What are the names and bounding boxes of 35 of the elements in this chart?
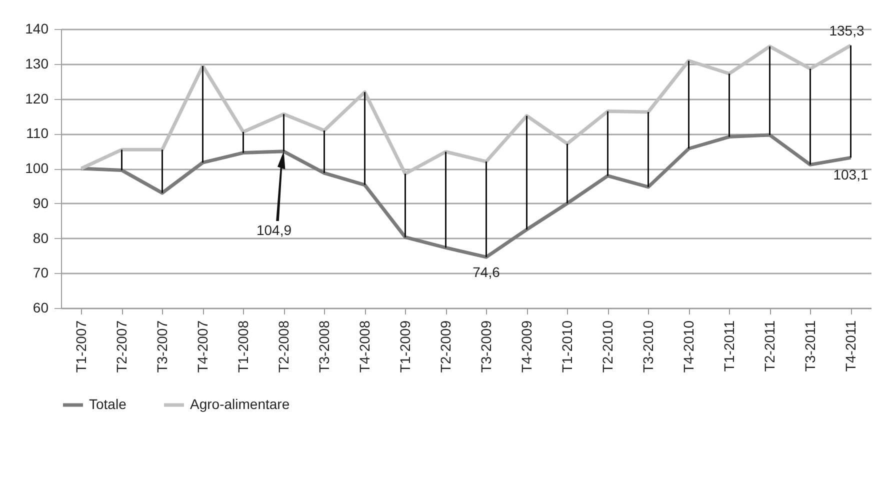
y-tick-label: 80 [32,230,49,246]
x-tick-label: T1-2009 [396,320,413,373]
x-tick-label: T4-2010 [680,320,696,373]
x-tick-label: T4-2008 [356,320,372,373]
x-tick-label: T2-2011 [761,320,778,372]
x-tick-label: T1-2007 [72,320,89,373]
annotation: 74,6 [472,264,500,280]
annotation: 103,1 [833,166,868,183]
x-tick-label: T4-2007 [194,320,210,373]
x-tick-label: T3-2007 [154,320,170,373]
annotation: 104,9 [256,222,292,238]
annotation: 135,3 [829,22,864,38]
y-tick-label: 70 [32,264,49,281]
y-tick-label: 140 [25,20,49,36]
x-tick-label: T4-2009 [518,320,534,373]
x-tick-label: T3-2011 [802,320,818,372]
y-tick-label: 60 [32,300,49,316]
x-tick-label: T2-2007 [113,320,130,373]
y-tick-label: 90 [32,194,49,211]
x-tick-label: T2-2010 [599,320,616,373]
x-tick-label: T3-2008 [316,320,332,373]
x-tick-label: T1-2010 [558,320,575,373]
y-tick-label: 100 [25,160,49,176]
y-tick-label: 110 [26,125,49,142]
y-tick-label: 130 [25,55,49,72]
x-tick-label: T2-2009 [437,320,454,373]
x-tick-label: T1-2011 [720,320,737,372]
legend-label: Agro-alimentare [190,396,290,412]
x-tick-label: T1-2008 [234,320,251,373]
x-tick-label: T4-2011 [842,320,858,372]
x-tick-label: T3-2010 [640,320,656,373]
x-tick-label: T3-2009 [478,320,494,373]
y-tick-label: 120 [25,90,49,106]
x-tick-label: T2-2008 [275,320,292,373]
legend-label: Totale [89,396,127,412]
